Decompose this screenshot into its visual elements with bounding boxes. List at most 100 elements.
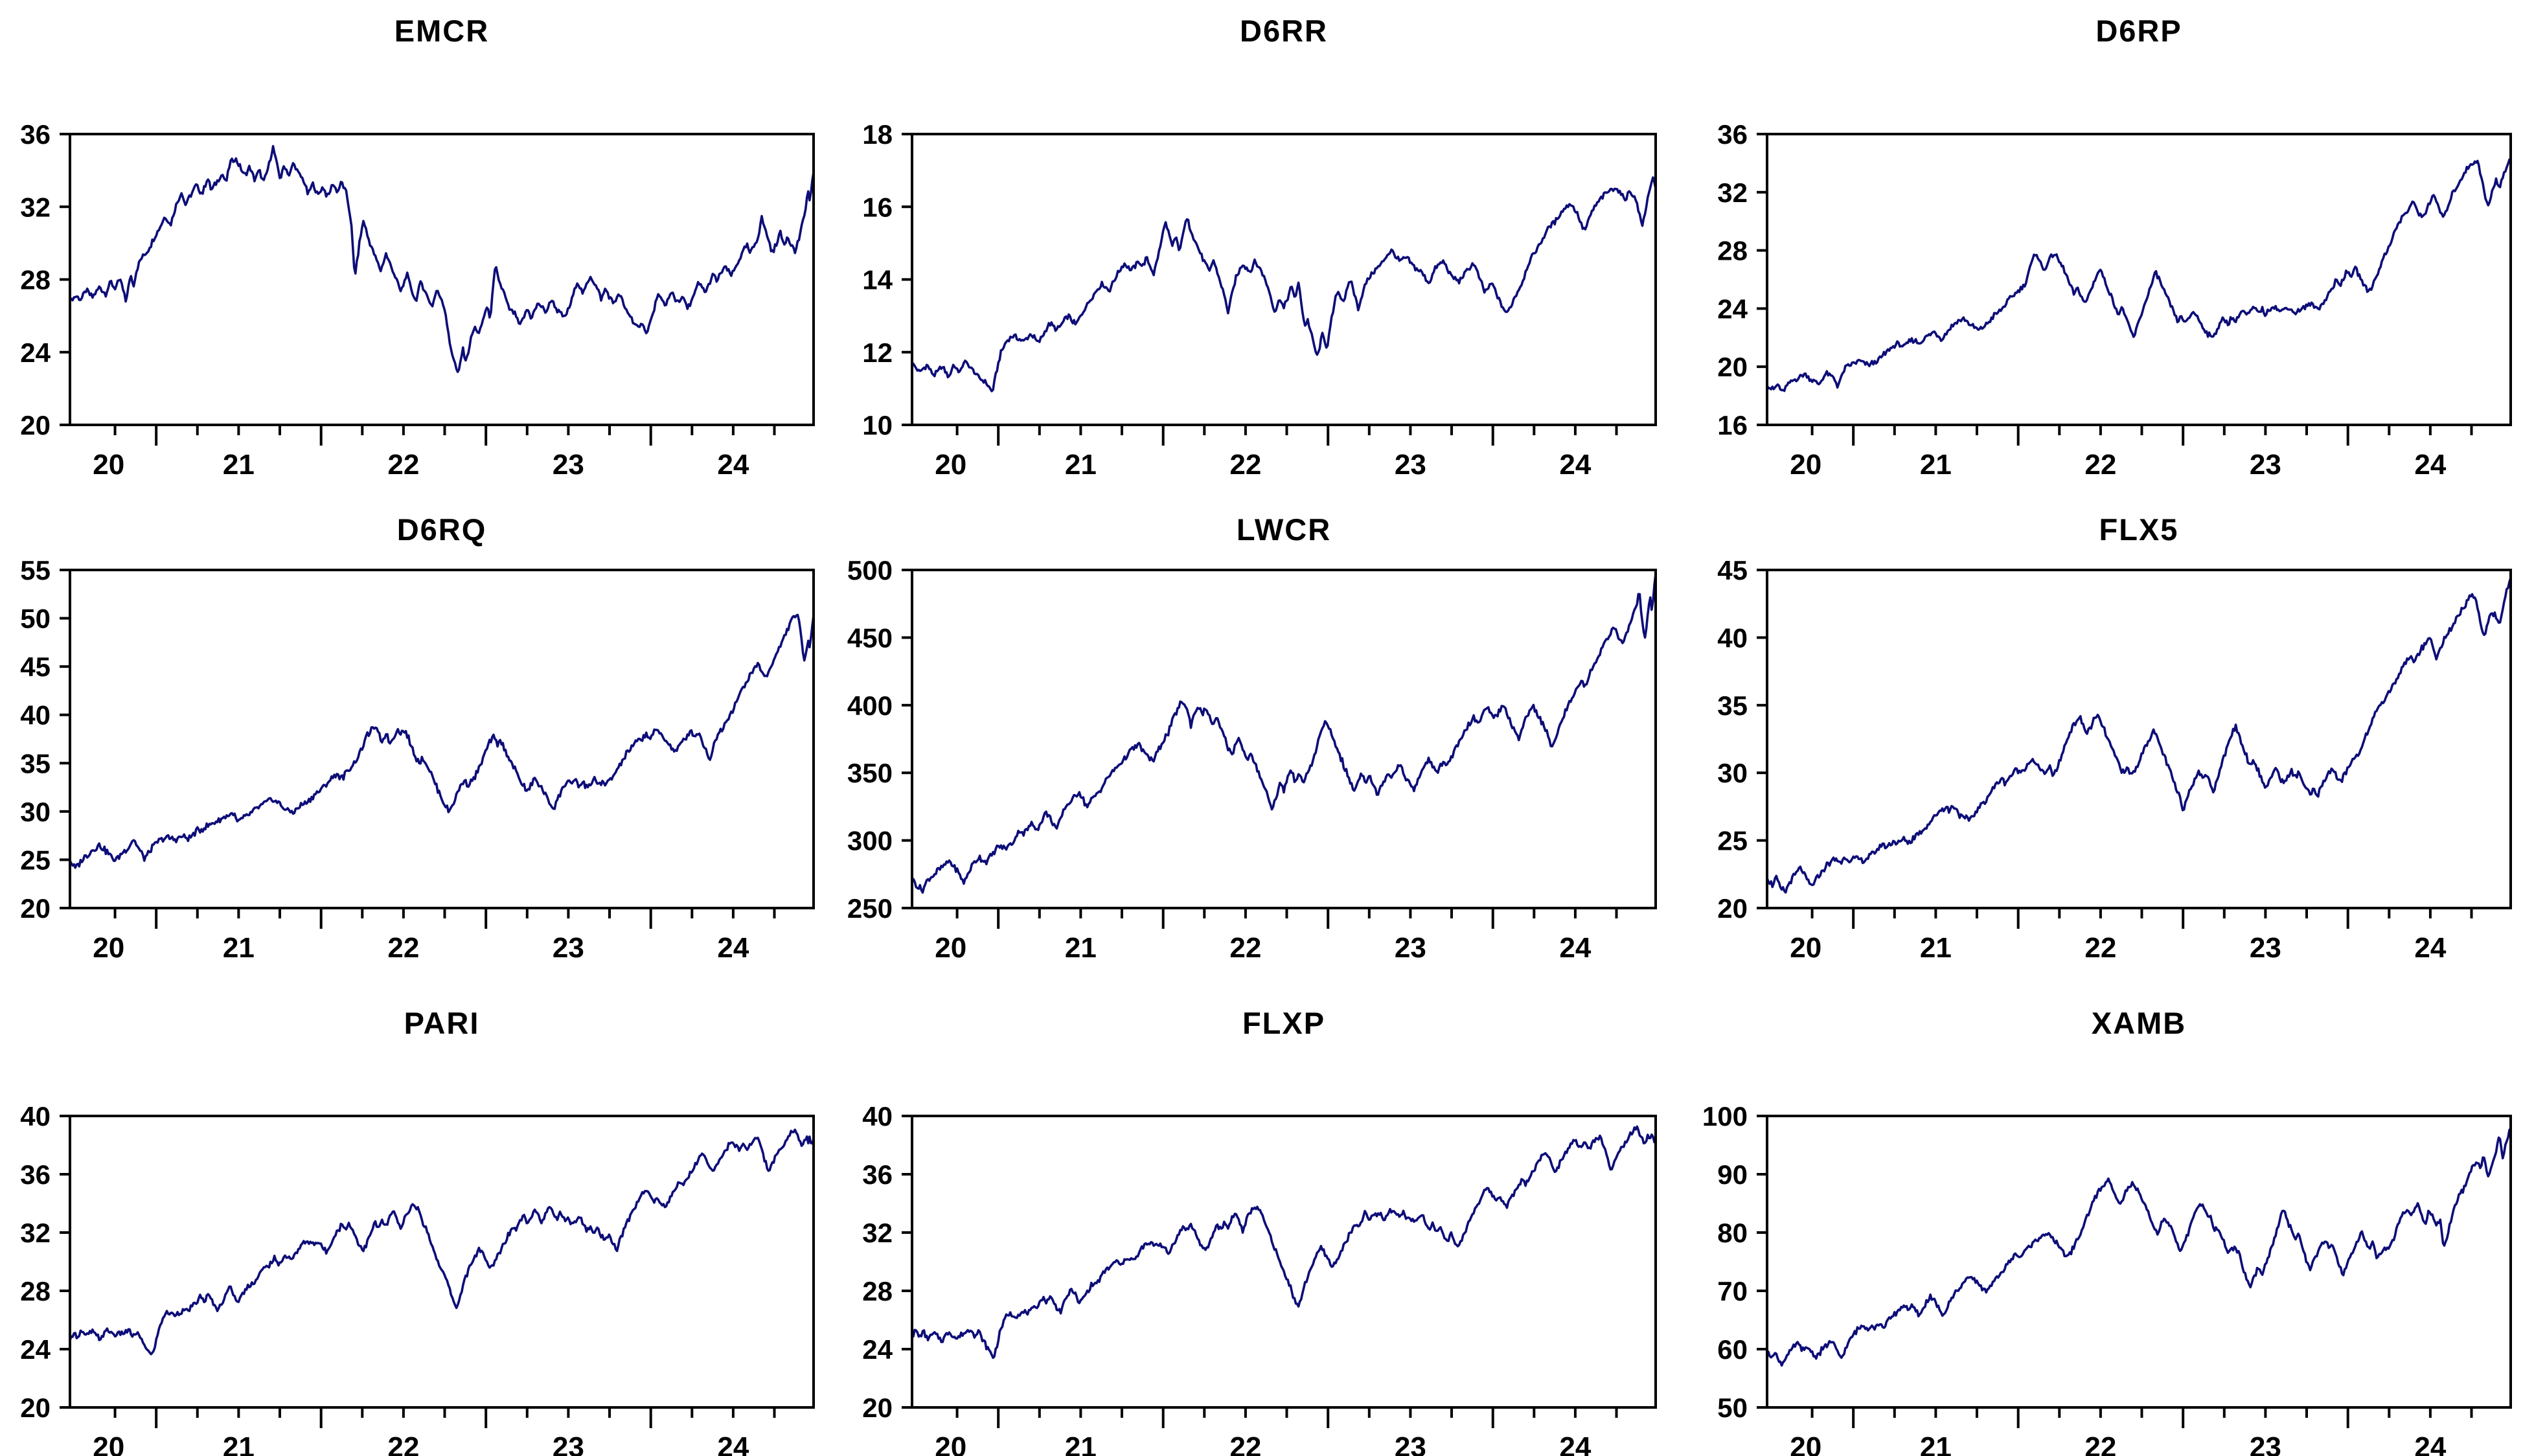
x-tick-label: 21 <box>1920 932 1952 964</box>
y-tick-label: 20 <box>20 893 51 924</box>
chart-canvas-lwcr: 250 300 350 400 450 500 20 21 22 23 24 <box>847 555 1657 964</box>
y-tick-label: 40 <box>20 1101 51 1132</box>
x-axis: 20 21 22 23 24 <box>935 1407 1618 1456</box>
x-tick-label: 23 <box>553 932 584 964</box>
x-tick-label: 23 <box>2250 1431 2281 1456</box>
x-tick-label: 20 <box>93 1431 124 1456</box>
series-line <box>1768 158 2509 392</box>
x-tick-label: 23 <box>1395 449 1426 481</box>
y-axis: 20 24 28 32 36 40 <box>862 1101 912 1423</box>
y-tick-label: 40 <box>20 700 51 731</box>
y-axis: 50 60 70 80 90 100 <box>1702 1101 1767 1423</box>
x-tick-label: 20 <box>935 1431 966 1456</box>
y-axis: 20 24 28 32 36 40 <box>20 1101 70 1423</box>
y-tick-label: 18 <box>862 119 893 150</box>
y-tick-label: 45 <box>1717 555 1748 586</box>
y-tick-label: 24 <box>862 1334 893 1365</box>
x-tick-label: 24 <box>717 449 749 481</box>
chart-title-d6rr: D6RR <box>1240 14 1328 48</box>
y-tick-label: 28 <box>20 265 51 295</box>
y-tick-label: 80 <box>1717 1218 1748 1248</box>
x-tick-label: 21 <box>223 449 255 481</box>
x-tick-label: 23 <box>553 1431 584 1456</box>
x-axis: 20 21 22 23 24 <box>1790 908 2473 964</box>
chart-title-xamb: XAMB <box>2091 1006 2187 1040</box>
chart-panel-xamb: XAMB 50 60 70 80 90 100 20 21 22 23 24 <box>1697 984 2523 1456</box>
chart-panel-lwcr: LWCR 250 300 350 400 450 500 20 21 22 23 24 <box>842 492 1697 984</box>
x-tick-label: 24 <box>1559 1431 1591 1456</box>
x-axis: 20 21 22 23 24 <box>93 908 776 964</box>
y-tick-label: 16 <box>1717 410 1748 440</box>
chart-panel-d6rq: D6RQ 20 25 30 35 40 45 50 55 20 21 22 23 24 <box>0 492 842 984</box>
y-tick-label: 250 <box>847 893 893 924</box>
x-axis: 20 21 22 23 24 <box>1790 1407 2473 1456</box>
x-tick-label: 22 <box>387 932 419 964</box>
y-tick-label: 25 <box>1717 826 1748 856</box>
series-line <box>71 144 812 374</box>
y-tick-label: 36 <box>20 1159 51 1190</box>
y-tick-label: 25 <box>20 845 51 875</box>
x-tick-label: 24 <box>2414 932 2446 964</box>
x-tick-label: 24 <box>717 932 749 964</box>
plot-border <box>911 133 1657 426</box>
x-tick-label: 23 <box>2250 932 2281 964</box>
x-tick-label: 20 <box>1790 1431 1821 1456</box>
y-tick-label: 70 <box>1717 1276 1748 1306</box>
series-line <box>71 1128 812 1356</box>
x-tick-label: 20 <box>1790 932 1821 964</box>
y-tick-label: 20 <box>1717 893 1748 924</box>
x-tick-label: 23 <box>1395 1431 1426 1456</box>
x-tick-label: 20 <box>935 449 966 481</box>
y-tick-label: 40 <box>862 1101 893 1132</box>
chart-canvas-d6rp: 16 20 24 28 32 36 20 21 22 23 24 <box>1717 119 2512 481</box>
x-tick-label: 22 <box>1229 449 1261 481</box>
x-tick-label: 22 <box>1229 932 1261 964</box>
x-tick-label: 22 <box>387 1431 419 1456</box>
y-tick-label: 50 <box>20 604 51 634</box>
series-line <box>913 1125 1654 1359</box>
x-tick-label: 21 <box>223 932 255 964</box>
series-line <box>71 613 812 869</box>
chart-panel-pari: PARI 20 24 28 32 36 40 20 21 22 23 24 <box>0 984 842 1456</box>
y-tick-label: 10 <box>862 410 893 440</box>
chart-canvas-pari: 20 24 28 32 36 40 20 21 22 23 24 <box>20 1101 815 1456</box>
y-tick-label: 300 <box>847 826 893 856</box>
y-tick-label: 28 <box>20 1276 51 1306</box>
x-axis: 20 21 22 23 24 <box>1790 425 2473 481</box>
x-tick-label: 24 <box>2414 449 2446 481</box>
y-tick-label: 32 <box>20 1218 51 1248</box>
chart-panel-emcr: EMCR 20 24 28 32 36 20 21 22 23 24 <box>0 0 842 492</box>
y-axis: 20 24 28 32 36 <box>20 119 70 440</box>
y-axis: 16 20 24 28 32 36 <box>1717 119 1767 440</box>
y-tick-label: 500 <box>847 555 893 586</box>
chart-canvas-flxp: 20 24 28 32 36 40 20 21 22 23 24 <box>862 1101 1657 1456</box>
chart-canvas-d6rq: 20 25 30 35 40 45 50 55 20 21 22 23 24 <box>20 555 815 964</box>
y-tick-label: 14 <box>862 265 893 295</box>
y-tick-label: 60 <box>1717 1334 1748 1365</box>
x-axis: 20 21 22 23 24 <box>93 425 776 481</box>
y-tick-label: 36 <box>1717 119 1748 150</box>
x-tick-label: 21 <box>1065 449 1097 481</box>
chart-canvas-emcr: 20 24 28 32 36 20 21 22 23 24 <box>20 119 815 481</box>
y-tick-label: 55 <box>20 555 51 586</box>
x-axis: 20 21 22 23 24 <box>935 908 1618 964</box>
x-tick-label: 21 <box>1920 449 1952 481</box>
chart-title-d6rp: D6RP <box>2095 14 2182 48</box>
plot-border <box>1766 1115 2512 1409</box>
series-line <box>1768 1128 2509 1367</box>
chart-panel-d6rr: D6RR 10 12 14 16 18 20 21 22 23 24 <box>842 0 1697 492</box>
y-tick-label: 28 <box>862 1276 893 1306</box>
chart-title-d6rq: D6RQ <box>396 512 487 547</box>
x-tick-label: 22 <box>2084 1431 2116 1456</box>
x-tick-label: 24 <box>1559 932 1591 964</box>
plot-border <box>69 133 815 426</box>
x-tick-label: 23 <box>2250 449 2281 481</box>
x-tick-label: 22 <box>2084 932 2116 964</box>
y-tick-label: 32 <box>862 1218 893 1248</box>
x-tick-label: 22 <box>2084 449 2116 481</box>
x-tick-label: 20 <box>93 932 124 964</box>
series-line <box>913 176 1654 392</box>
x-tick-label: 21 <box>1065 932 1097 964</box>
y-tick-label: 24 <box>1717 293 1748 324</box>
x-axis: 20 21 22 23 24 <box>935 425 1618 481</box>
